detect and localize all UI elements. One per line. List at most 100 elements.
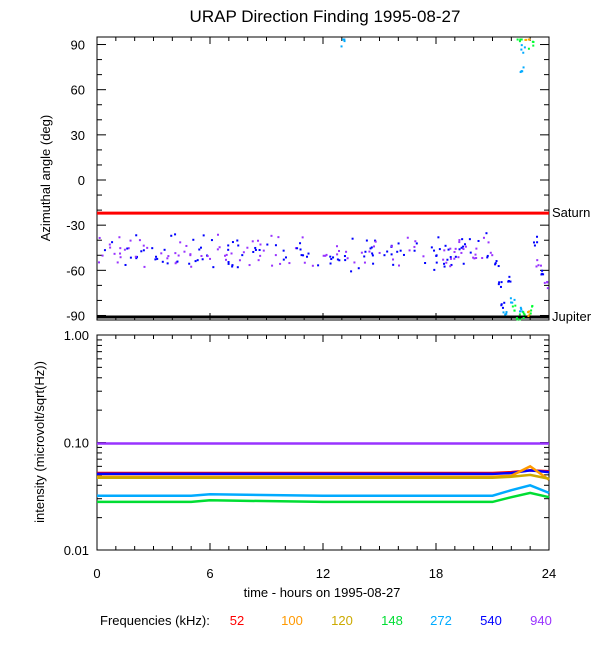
scatter-point xyxy=(201,258,204,261)
y-tick-label: 0 xyxy=(78,173,85,188)
scatter-point xyxy=(335,245,338,248)
scatter-point xyxy=(460,246,463,249)
scatter-point xyxy=(500,304,503,307)
scatter-point xyxy=(477,239,480,242)
scatter-point xyxy=(363,255,366,258)
scatter-point xyxy=(343,255,346,258)
scatter-point xyxy=(491,254,494,257)
scatter-point xyxy=(485,232,488,235)
scatter-point xyxy=(231,265,234,268)
scatter-point xyxy=(481,257,484,260)
frequency-legend: Frequencies (kHz): 52 100 120 148 272 540 940 xyxy=(100,613,552,628)
scatter-point xyxy=(527,315,530,318)
scatter-point xyxy=(509,280,512,283)
scatter-point xyxy=(237,244,240,247)
scatter-point xyxy=(189,253,192,256)
scatter-point xyxy=(368,250,371,253)
scatter-point xyxy=(475,247,478,250)
scatter-point xyxy=(499,285,502,288)
reference-lines: Saturn Jupiter xyxy=(97,205,592,324)
scatter-point xyxy=(516,38,519,41)
scatter-point xyxy=(518,313,521,316)
scatter-point xyxy=(535,265,538,268)
scatter-point xyxy=(369,247,372,250)
scatter-point xyxy=(446,258,449,261)
scatter-point xyxy=(248,264,251,267)
y-tick-label: -90 xyxy=(66,308,85,323)
scatter-point xyxy=(392,258,395,261)
azimuth-scatter xyxy=(97,38,549,321)
scatter-point xyxy=(111,241,114,244)
scatter-point xyxy=(143,265,146,268)
scatter-point xyxy=(338,249,341,252)
scatter-point xyxy=(458,248,461,251)
scatter-point xyxy=(360,251,363,254)
azimuth-ticks: 90 60 30 0 -30 -60 -90 xyxy=(66,37,550,323)
scatter-point xyxy=(462,262,465,265)
scatter-point xyxy=(438,248,441,251)
scatter-point xyxy=(257,239,260,242)
series-272 xyxy=(97,483,550,497)
scatter-point xyxy=(190,265,193,268)
scatter-point xyxy=(299,248,302,251)
scatter-point xyxy=(510,301,513,304)
scatter-point xyxy=(284,256,287,259)
legend-item-100: 100 xyxy=(281,613,303,628)
scatter-point xyxy=(536,235,539,238)
y-tick-label: 90 xyxy=(71,38,85,53)
scatter-point xyxy=(475,256,478,259)
scatter-point xyxy=(119,247,122,250)
scatter-point xyxy=(192,238,195,241)
scatter-point xyxy=(503,301,506,304)
scatter-point xyxy=(370,246,373,249)
scatter-point xyxy=(449,247,452,250)
scatter-point xyxy=(338,259,341,262)
scatter-point xyxy=(502,311,505,314)
scatter-point xyxy=(279,262,282,265)
scatter-point xyxy=(473,257,476,260)
scatter-point xyxy=(183,250,186,253)
scatter-point xyxy=(532,241,535,244)
scatter-point xyxy=(156,257,159,260)
scatter-point xyxy=(251,240,254,243)
scatter-point xyxy=(529,312,532,315)
scatter-point xyxy=(437,236,440,239)
scatter-point xyxy=(179,241,182,244)
scatter-point xyxy=(371,254,374,257)
scatter-point xyxy=(274,244,277,247)
scatter-point xyxy=(202,234,205,237)
scatter-point xyxy=(518,310,521,313)
scatter-point xyxy=(329,255,332,258)
x-tick-label: 24 xyxy=(542,566,556,581)
scatter-point xyxy=(188,262,191,265)
scatter-point xyxy=(497,265,500,268)
scatter-point xyxy=(513,309,516,312)
scatter-point xyxy=(142,244,145,247)
scatter-point xyxy=(500,281,503,284)
scatter-point xyxy=(386,250,389,253)
scatter-point xyxy=(472,256,475,259)
scatter-point xyxy=(343,38,346,41)
scatter-point xyxy=(174,262,177,265)
scatter-point xyxy=(166,262,169,265)
scatter-point xyxy=(511,301,514,304)
scatter-point xyxy=(522,51,525,54)
scatter-point xyxy=(294,247,297,250)
scatter-point xyxy=(463,243,466,246)
scatter-point xyxy=(199,246,202,249)
scatter-point xyxy=(522,316,525,319)
scatter-point xyxy=(449,256,452,259)
scatter-point xyxy=(155,255,158,258)
scatter-point xyxy=(519,318,522,321)
scatter-point xyxy=(262,249,265,252)
scatter-point xyxy=(282,249,285,252)
scatter-point xyxy=(118,236,121,239)
scatter-point xyxy=(241,254,244,257)
scatter-point xyxy=(227,261,230,264)
scatter-point xyxy=(170,234,173,237)
scatter-point xyxy=(509,297,512,300)
scatter-point xyxy=(454,255,457,258)
scatter-point xyxy=(487,241,490,244)
scatter-point xyxy=(519,38,522,41)
scatter-point xyxy=(398,264,401,267)
